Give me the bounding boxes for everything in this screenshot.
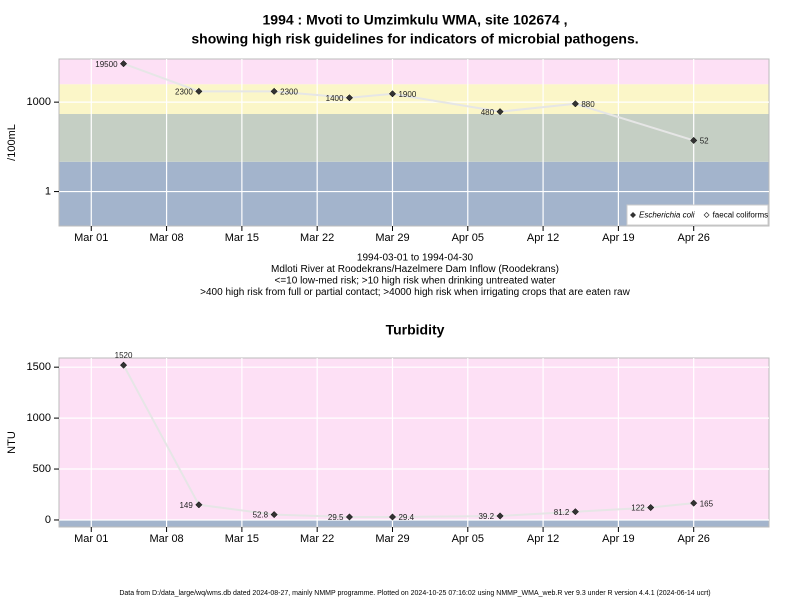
value-label: 122 [631,504,645,513]
value-label: 2300 [175,87,193,96]
value-label: 149 [179,501,193,510]
chart-title: showing high risk guidelines for indicat… [191,31,638,47]
value-label: 480 [481,108,495,117]
legend-marker [630,212,636,218]
data-point [119,60,128,68]
x-tick-label: Mar 29 [375,232,409,244]
plot-frame [58,357,770,528]
legend-label: Escherichia coli [639,211,695,220]
risk-band [59,84,769,115]
y-tick-label: 1000 [27,96,51,108]
data-point [388,90,397,98]
x-tick-label: Mar 15 [225,232,259,244]
value-label: 52 [700,137,709,146]
chart-subtitle: 1994-03-01 to 1994-04-30 [357,253,474,264]
chart-title: Turbidity [386,322,445,338]
plot-frame [58,58,770,227]
y-tick-label: 0 [45,514,51,526]
data-point [195,501,203,509]
data-point [119,361,128,369]
x-tick-label: Apr 12 [527,232,559,244]
risk-band [59,114,769,162]
chart-subtitle: <=10 low-med risk; >10 high risk when dr… [275,276,557,287]
value-label: 880 [581,100,595,109]
value-label: 39.2 [478,512,494,521]
data-point [496,512,504,520]
legend-box [626,204,769,226]
data-point [345,513,354,521]
chart-title: 1994 : Mvoti to Umzimkulu WMA, site 1026… [263,12,568,28]
data-point [270,87,278,95]
x-tick-label: Mar 22 [300,232,334,244]
y-tick-label: 1500 [27,361,51,373]
x-tick-label: Apr 26 [677,232,709,244]
value-label: 1520 [115,351,133,360]
x-tick-label: Mar 29 [375,533,409,545]
value-label: 19500 [95,60,118,69]
y-tick-label: 500 [33,463,51,475]
legend-label: faecal coliforms [713,211,769,220]
data-point [270,511,278,519]
x-tick-label: Apr 05 [452,533,484,545]
x-tick-label: Mar 22 [300,533,334,545]
value-label: 29.4 [398,513,414,522]
value-label: 29.5 [328,513,344,522]
series-line [123,62,694,142]
value-label: 2300 [280,87,298,96]
value-label: 81.2 [554,508,570,517]
x-tick-label: Mar 08 [149,533,183,545]
x-tick-label: Mar 01 [74,533,108,545]
y-tick-label: 1 [45,185,51,197]
x-tick-label: Mar 08 [149,232,183,244]
data-point [647,503,655,512]
value-label: 1900 [398,90,416,99]
y-axis-label: /100mL [6,124,18,161]
data-point [388,513,397,521]
chart-subtitle: Mdloti River at Roodekrans/Hazelmere Dam… [271,264,559,275]
x-tick-label: Apr 05 [452,232,484,244]
data-point [571,508,579,516]
chart-subtitle: >400 high risk from full or partial cont… [200,287,630,298]
x-tick-label: Apr 12 [527,533,559,545]
risk-band [59,59,769,85]
data-point [690,136,698,144]
footer: Data from D:/data_large/wq/wms.db dated … [119,590,710,597]
x-tick-label: Apr 19 [602,232,634,244]
value-label: 52.8 [253,511,269,520]
data-point [690,499,698,507]
y-tick-label: 1000 [27,412,51,424]
risk-band [59,358,769,520]
x-tick-label: Mar 01 [74,232,108,244]
x-tick-label: Apr 19 [602,533,634,545]
data-point [345,94,354,102]
data-point [195,87,203,95]
data-point [571,100,579,108]
value-label: 165 [700,499,714,508]
risk-band [59,519,769,527]
legend-marker [703,212,710,218]
x-tick-label: Mar 15 [225,533,259,545]
data-point [496,108,504,116]
y-axis-label: NTU [6,431,18,454]
x-tick-label: Apr 26 [677,533,709,545]
value-label: 1400 [326,94,344,103]
